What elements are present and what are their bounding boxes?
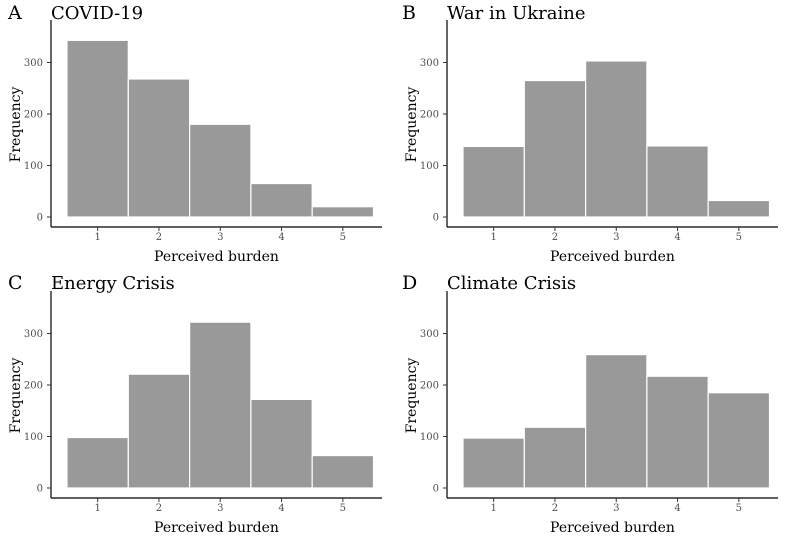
panel-letter: D xyxy=(402,272,417,294)
bar-1 xyxy=(462,145,525,218)
x-tick-label: 5 xyxy=(736,232,742,243)
x-tick-label: 1 xyxy=(490,232,496,243)
y-tick-label: 300 xyxy=(420,58,439,69)
y-tick-label: 300 xyxy=(24,329,43,340)
x-tick-label: 2 xyxy=(552,232,558,243)
x-tick-label: 3 xyxy=(613,503,619,514)
x-tick-label: 3 xyxy=(217,232,223,243)
bar-1 xyxy=(462,437,525,489)
x-tick-label: 2 xyxy=(552,503,558,514)
bar-2 xyxy=(523,79,587,218)
y-axis-title: Frequency xyxy=(404,87,420,163)
y-tick-label: 100 xyxy=(420,432,439,443)
panel-letter: A xyxy=(7,2,22,24)
x-tick-label: 4 xyxy=(674,232,680,243)
y-tick-label: 0 xyxy=(37,484,43,495)
panel-letter: C xyxy=(8,272,23,294)
x-tick-label: 1 xyxy=(94,232,100,243)
y-tick-label: 100 xyxy=(24,161,43,172)
bar-1 xyxy=(66,436,129,489)
bar-2 xyxy=(127,78,191,218)
y-tick-label: 200 xyxy=(420,381,439,392)
y-tick-label: 100 xyxy=(24,432,43,443)
y-tick-label: 300 xyxy=(24,58,43,69)
chart-title: Climate Crisis xyxy=(447,273,576,294)
bar-5 xyxy=(311,206,375,218)
x-axis-title: Perceived burden xyxy=(550,249,675,265)
x-tick-label: 5 xyxy=(340,503,346,514)
panel-b: B War in Ukraine 0 100 200 300 1 2 3 4 5 Perceived … xyxy=(402,2,778,265)
panel-a: A COVID-19 0 100 200 300 1 2 3 4 5 Perceived burden… xyxy=(7,2,382,265)
y-tick-label: 300 xyxy=(420,329,439,340)
x-tick-label: 4 xyxy=(278,232,284,243)
x-axis-title: Perceived burden xyxy=(154,249,279,265)
bar-5 xyxy=(707,199,771,218)
bar-4 xyxy=(250,182,313,218)
x-tick-label: 1 xyxy=(94,503,100,514)
x-tick-label: 2 xyxy=(156,503,162,514)
x-axis-title: Perceived burden xyxy=(154,520,279,536)
bar-2 xyxy=(127,373,191,489)
x-tick-label: 5 xyxy=(736,503,742,514)
x-tick-label: 4 xyxy=(278,503,284,514)
y-tick-label: 200 xyxy=(420,110,439,121)
bar-2 xyxy=(523,426,587,489)
y-tick-label: 200 xyxy=(24,381,43,392)
x-tick-label: 2 xyxy=(156,232,162,243)
y-tick-label: 0 xyxy=(433,213,439,224)
panel-c: C Energy Crisis 0 100 200 300 1 2 3 4 5 Perceived b… xyxy=(8,272,382,536)
y-tick-label: 0 xyxy=(37,213,43,224)
y-axis-title: Frequency xyxy=(404,358,420,434)
x-tick-label: 3 xyxy=(217,503,223,514)
bar-4 xyxy=(250,398,313,489)
y-tick-label: 200 xyxy=(24,110,43,121)
y-axis-title: Frequency xyxy=(8,358,24,434)
bar-5 xyxy=(311,454,375,489)
bar-3 xyxy=(189,321,252,489)
panel-letter: B xyxy=(402,2,416,24)
y-axis-title: Frequency xyxy=(8,87,24,163)
y-tick-label: 0 xyxy=(433,484,439,495)
x-axis-title: Perceived burden xyxy=(550,520,675,536)
bar-4 xyxy=(646,375,709,489)
bar-3 xyxy=(584,60,648,218)
chart-title: COVID-19 xyxy=(51,3,143,24)
bar-5 xyxy=(707,392,771,489)
x-tick-label: 1 xyxy=(490,503,496,514)
bar-3 xyxy=(189,123,252,218)
bar-1 xyxy=(66,39,129,218)
x-tick-label: 5 xyxy=(340,232,346,243)
bar-4 xyxy=(646,145,709,218)
chart-title: Energy Crisis xyxy=(51,273,175,294)
panel-d: D Climate Crisis 0 100 200 300 1 2 3 4 5 Perceived … xyxy=(402,272,778,536)
bar-3 xyxy=(584,354,648,489)
chart-title: War in Ukraine xyxy=(447,3,585,24)
y-tick-label: 100 xyxy=(420,161,439,172)
x-tick-label: 3 xyxy=(613,232,619,243)
x-tick-label: 4 xyxy=(674,503,680,514)
